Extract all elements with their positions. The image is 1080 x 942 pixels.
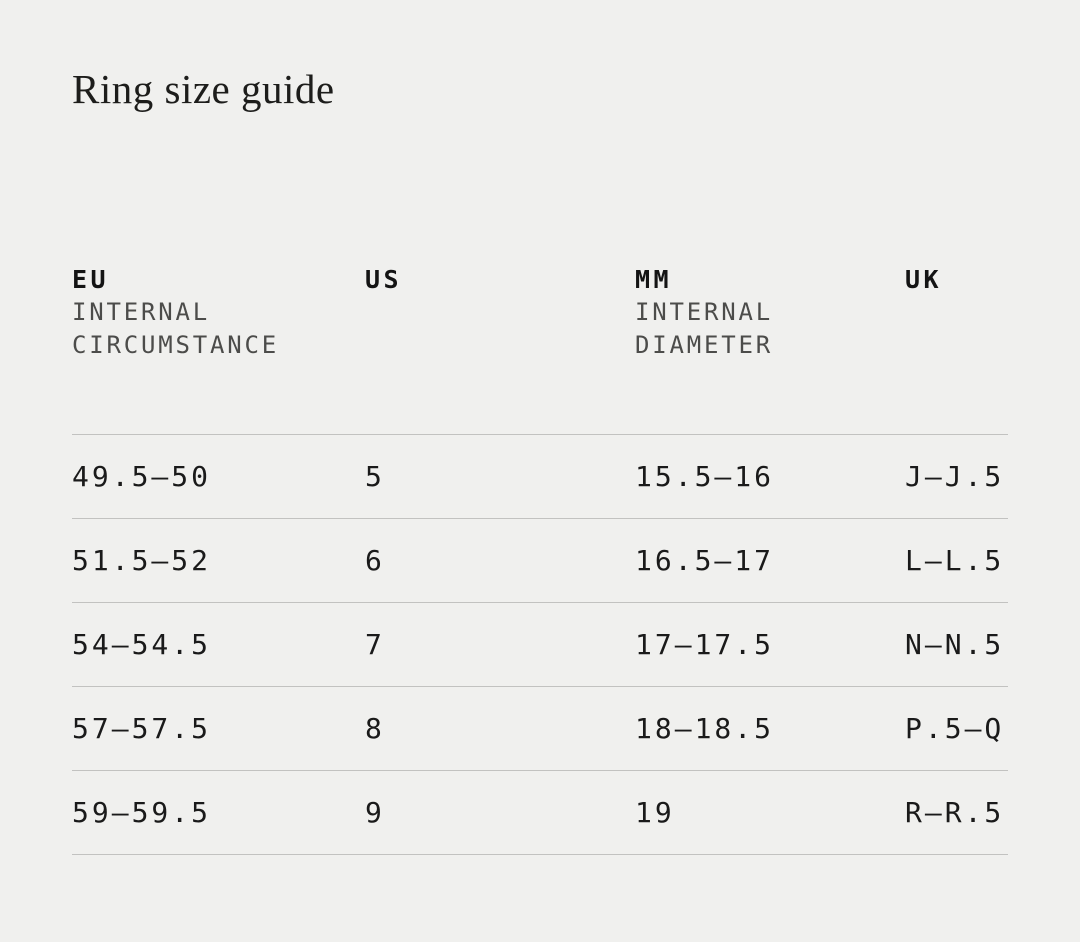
column-sub-eu-line1: INTERNAL	[72, 298, 210, 327]
size-table-header: EU INTERNAL CIRCUMSTANCE US MM INTERNAL …	[72, 263, 1008, 362]
cell-mm: 17—17.5	[635, 628, 775, 662]
cell-mm: 16.5—17	[635, 544, 775, 578]
column-sub-mm-line1: INTERNAL	[635, 298, 773, 327]
cell-eu: 49.5—50	[72, 460, 212, 494]
page-title: Ring size guide	[72, 66, 335, 112]
cell-uk: R—R.5	[905, 796, 1005, 830]
column-label-mm: MM	[635, 265, 673, 295]
size-table-body: 49.5—50 5 15.5—16 J—J.5 51.5—52 6 16.5—1…	[72, 434, 1008, 856]
column-label-uk: UK	[905, 265, 943, 295]
table-row: 57—57.5 8 18—18.5 P.5—Q	[72, 687, 1008, 772]
column-sub-uk-line1	[905, 296, 1008, 329]
cell-eu: 57—57.5	[72, 712, 212, 746]
ring-size-guide-page: Ring size guide EU INTERNAL CIRCUMSTANCE…	[0, 64, 1080, 942]
column-label-us: US	[365, 265, 403, 295]
column-sub-us-line1	[365, 296, 635, 329]
column-header-uk: UK	[905, 263, 1008, 362]
table-row: 51.5—52 6 16.5—17 L—L.5	[72, 519, 1008, 604]
cell-mm: 15.5—16	[635, 460, 775, 494]
cell-mm: 18—18.5	[635, 712, 775, 746]
column-sub-us-line2	[365, 329, 635, 362]
table-row: 59—59.5 9 19 R—R.5	[72, 771, 1008, 856]
column-header-us: US	[365, 263, 635, 362]
column-sub-eu-line2: CIRCUMSTANCE	[72, 331, 279, 360]
table-row: 54—54.5 7 17—17.5 N—N.5	[72, 603, 1008, 688]
cell-us: 9	[365, 796, 385, 830]
cell-uk: N—N.5	[905, 628, 1005, 662]
cell-uk: J—J.5	[905, 460, 1005, 494]
cell-eu: 59—59.5	[72, 796, 212, 830]
column-label-eu: EU	[72, 265, 110, 295]
column-header-mm: MM INTERNAL DIAMETER	[635, 263, 905, 362]
cell-us: 8	[365, 712, 385, 746]
cell-uk: P.5—Q	[905, 712, 1005, 746]
cell-uk: L—L.5	[905, 544, 1005, 578]
cell-us: 5	[365, 460, 385, 494]
column-sub-mm-line2: DIAMETER	[635, 331, 773, 360]
cell-us: 7	[365, 628, 385, 662]
cell-us: 6	[365, 544, 385, 578]
column-header-eu: EU INTERNAL CIRCUMSTANCE	[72, 263, 365, 362]
cell-eu: 54—54.5	[72, 628, 212, 662]
table-row: 49.5—50 5 15.5—16 J—J.5	[72, 435, 1008, 520]
cell-eu: 51.5—52	[72, 544, 212, 578]
cell-mm: 19	[635, 796, 675, 830]
column-sub-uk-line2	[905, 329, 1008, 362]
